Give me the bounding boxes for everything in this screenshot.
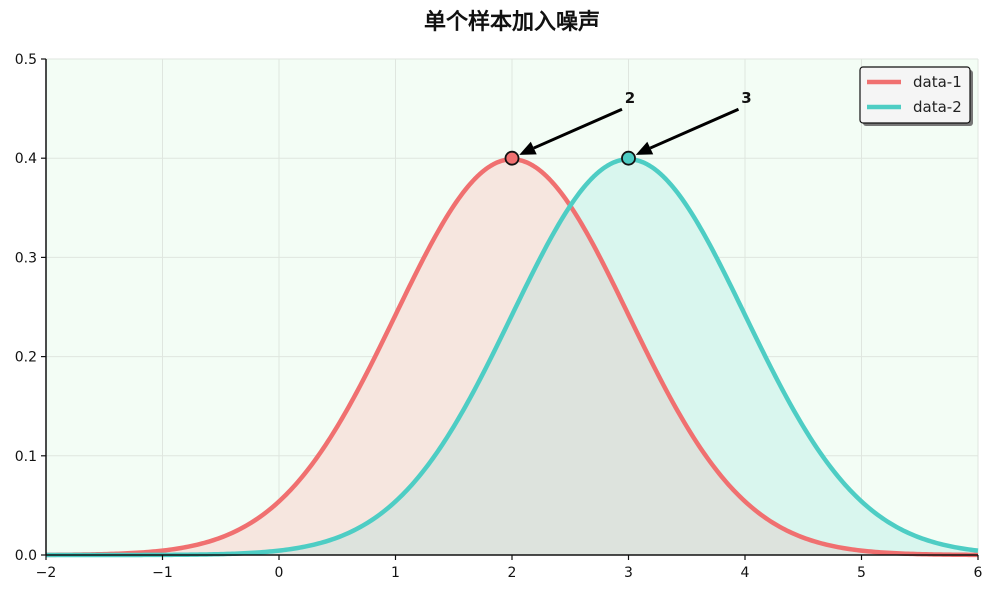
x-tick-label: 4 <box>741 565 750 581</box>
annotation-arrow-line <box>533 107 623 150</box>
area-overlap <box>46 205 978 555</box>
y-tick-label: 0.5 <box>15 52 37 68</box>
x-tick-label: 6 <box>974 565 983 581</box>
peak-marker-data-2 <box>621 150 636 166</box>
chart-title: 单个样本加入噪声 <box>424 9 600 35</box>
y-tick-label: 0.0 <box>15 548 37 564</box>
y-tick-label: 0.1 <box>15 449 37 465</box>
y-tick-label: 0.3 <box>15 250 37 266</box>
x-tick-label: 3 <box>624 565 633 581</box>
annotation-arrow-head <box>519 141 537 155</box>
x-tick-label: 2 <box>508 565 517 581</box>
tick-labels: −2 −1 0 1 2 3 4 5 60.00.10.20.30.40.5 <box>15 52 983 581</box>
y-tick-label: 0.2 <box>15 350 37 366</box>
annotation-arrow-line <box>649 107 740 150</box>
x-tick-label: −1 <box>152 565 173 581</box>
annotation-arrow-head <box>635 141 654 155</box>
x-tick-label: 5 <box>857 565 866 581</box>
x-tick-label: −2 <box>36 565 57 581</box>
legend[interactable]: data-1 data-2 <box>859 66 973 126</box>
annotation-label: 2 <box>625 89 635 107</box>
x-tick-label: 1 <box>391 565 400 581</box>
area-fills <box>46 159 978 555</box>
annotation-label: 3 <box>741 89 751 107</box>
legend-label-data-1: data-1 <box>913 73 962 91</box>
legend-label-data-2: data-2 <box>913 98 962 116</box>
y-tick-label: 0.4 <box>15 151 37 167</box>
peak-marker-data-1 <box>504 150 520 166</box>
x-tick-label: 0 <box>275 565 284 581</box>
